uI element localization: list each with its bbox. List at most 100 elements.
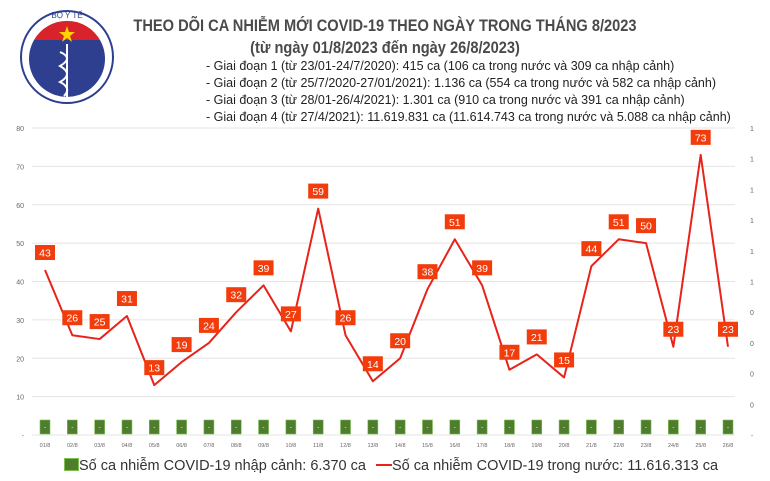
bar <box>613 419 625 435</box>
x-axis-tick: 19/8 <box>531 443 542 449</box>
bar <box>148 419 160 435</box>
bar-data-label: - <box>71 425 73 431</box>
line-data-label-box <box>690 129 711 145</box>
line-data-label-box <box>198 317 219 333</box>
bar <box>586 419 597 435</box>
right-axis-tick: 1 <box>750 126 754 133</box>
line-data-label-box <box>35 244 55 260</box>
logo-text-top: BỘ Y TẾ <box>51 10 82 20</box>
bar-data-label: - <box>317 425 319 431</box>
right-axis-tick: 0 <box>750 341 754 348</box>
line-data-label-box <box>636 218 657 234</box>
bar-data-label: - <box>235 425 237 431</box>
line-data-label: 26 <box>66 313 78 325</box>
bar <box>94 419 105 435</box>
line-data-label-box <box>417 264 438 280</box>
left-axis-tick: 80 <box>16 126 24 133</box>
bar <box>67 419 78 435</box>
legend-label-bar: Số ca nhiễm COVID-19 nhập cảnh: 6.370 ca <box>79 458 366 474</box>
line-data-label: 43 <box>39 247 51 259</box>
ministry-of-health-logo: BỘ Y TẾ <box>20 10 114 104</box>
bar <box>668 419 679 435</box>
bar <box>640 419 652 435</box>
line-data-label-box <box>171 337 192 353</box>
line-data-label-box <box>89 314 110 330</box>
left-axis-tick: 20 <box>16 356 24 363</box>
x-axis-tick: 16/8 <box>449 443 460 449</box>
line-data-label-box <box>144 360 165 376</box>
note-phase-3: - Giai đoạn 3 (từ 28/01-26/4/2021): 1.30… <box>206 93 685 107</box>
legend-item-bar: Số ca nhiễm COVID-19 nhập cảnh: 6.370 ca <box>64 458 366 474</box>
x-axis-tick: 04/8 <box>122 443 133 449</box>
line-data-label: 59 <box>312 186 324 198</box>
x-axis-tick: 22/8 <box>613 443 624 449</box>
x-axis-tick: 02/8 <box>67 443 78 449</box>
left-axis-tick: 30 <box>16 318 24 325</box>
bar <box>558 419 570 435</box>
bar <box>394 419 406 435</box>
chart-title: THEO DÕI CA NHIỄM MỚI COVID-19 THEO NGÀY… <box>133 16 637 35</box>
line-data-label: 24 <box>203 320 215 332</box>
x-axis-tick: 06/8 <box>176 443 187 449</box>
line-data-label: 25 <box>94 317 106 329</box>
bar-data-label: - <box>536 425 538 431</box>
line-data-label: 44 <box>586 244 598 256</box>
bar <box>39 419 51 435</box>
right-axis-tick: 1 <box>750 187 754 194</box>
bar-data-label: - <box>208 425 210 431</box>
line-data-label-box <box>499 344 520 360</box>
bar <box>367 419 379 435</box>
right-axis-tick: 1 <box>750 218 754 225</box>
line-data-label: 23 <box>722 324 734 336</box>
left-axis-tick: 10 <box>16 395 24 402</box>
bar-data-label: - <box>672 425 674 431</box>
note-phase-1: - Giai đoạn 1 (từ 23/01-24/7/2020): 415 … <box>206 59 675 73</box>
line-data-label: 73 <box>695 132 707 144</box>
bar-data-label: - <box>399 425 401 431</box>
bar-data-label: - <box>481 425 483 431</box>
line-data-label-box <box>526 329 547 345</box>
line-data-label-box <box>663 321 684 337</box>
x-axis-tick: 09/8 <box>258 443 269 449</box>
line-data-label: 26 <box>340 313 352 325</box>
bar-data-label: - <box>44 425 46 431</box>
bar-data-label: - <box>372 425 374 431</box>
left-axis-tick: 40 <box>16 280 24 287</box>
x-axis-tick: 03/8 <box>94 443 105 449</box>
x-axis-tick: 05/8 <box>149 443 160 449</box>
line-data-label: 17 <box>504 347 516 359</box>
note-phase-2: - Giai đoạn 2 (từ 25/7/2020-27/01/2021):… <box>206 76 716 90</box>
left-axis-tick: 70 <box>16 164 24 171</box>
bar <box>312 419 324 435</box>
line-data-label-box <box>718 321 738 337</box>
bar-data-label: - <box>700 425 702 431</box>
x-axis-tick: 12/8 <box>340 443 351 449</box>
x-axis-tick: 10/8 <box>286 443 297 449</box>
line-data-label-box <box>554 352 575 368</box>
line-data-label: 51 <box>613 217 625 229</box>
line-data-label-box <box>308 183 329 199</box>
right-axis-tick: 1 <box>750 157 754 164</box>
bar-data-label: - <box>618 425 620 431</box>
line-series <box>44 153 729 387</box>
bar <box>176 419 187 435</box>
x-axis-tick: 13/8 <box>367 443 378 449</box>
bar-data-label: - <box>426 425 428 431</box>
legend-item-line: Số ca nhiễm COVID-19 trong nước: 11.616.… <box>376 458 718 474</box>
x-axis-tick: 20/8 <box>559 443 570 449</box>
line-data-label: 15 <box>558 355 570 367</box>
right-axis-tick: 0 <box>750 372 754 379</box>
line-data-label-box <box>390 333 411 349</box>
line-data-label: 21 <box>531 332 543 344</box>
line-data-label-box <box>581 241 602 257</box>
line-data-label-box <box>608 214 629 230</box>
bar-data-label: - <box>126 425 128 431</box>
bar <box>422 419 433 435</box>
line-data-label-box <box>226 287 247 303</box>
bar-data-label: - <box>590 425 592 431</box>
x-axis-tick: 07/8 <box>204 443 215 449</box>
bar-data-label: - <box>99 425 101 431</box>
right-axis-tick: 1 <box>750 249 754 256</box>
line-data-label-box <box>335 310 356 326</box>
legend-swatch-green <box>64 458 79 471</box>
